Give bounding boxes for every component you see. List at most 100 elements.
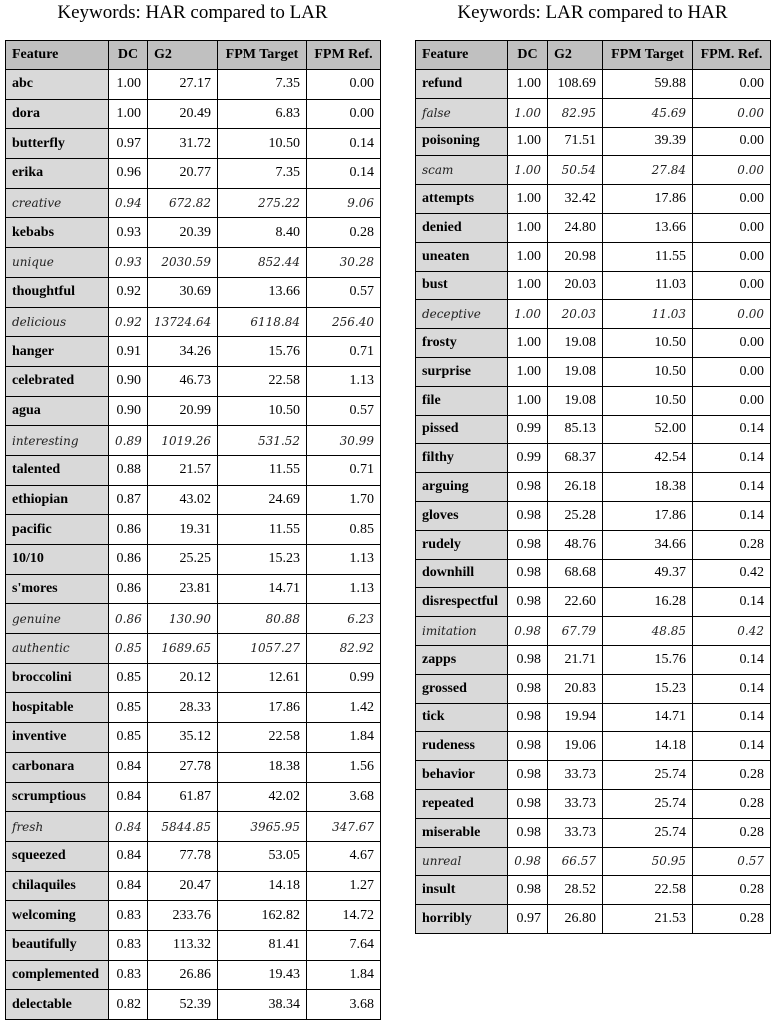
table-row: refund 1.00 108.69 59.88 0.00 (415, 69, 771, 99)
cell-feature: creative (5, 187, 109, 219)
table-row: rudeness 0.98 19.06 14.18 0.14 (415, 731, 771, 762)
table-row: gloves 0.98 25.28 17.86 0.14 (415, 500, 771, 531)
cell-feature: denied (415, 212, 508, 243)
cell-dc: 0.98 (507, 788, 548, 819)
column-header-dc: DC (108, 40, 148, 70)
cell-dc: 0.98 (507, 529, 548, 560)
cell-fpm-ref: 0.00 (692, 155, 771, 186)
cell-fpm-target: 10.50 (602, 385, 693, 416)
cell-g2: 28.52 (547, 875, 603, 906)
cell-dc: 1.00 (507, 212, 548, 243)
cell-g2: 67.79 (547, 616, 603, 646)
cell-g2: 66.57 (547, 846, 603, 877)
cell-dc: 0.93 (108, 217, 148, 249)
cell-fpm-target: 11.55 (217, 514, 307, 545)
cell-g2: 50.54 (547, 155, 603, 186)
cell-fpm-ref: 0.42 (692, 616, 771, 646)
cell-feature: fresh (5, 811, 109, 842)
cell-g2: 20.03 (547, 270, 603, 301)
cell-fpm-target: 21.53 (602, 904, 693, 934)
cell-g2: 20.77 (147, 158, 218, 189)
cell-g2: 30.69 (147, 276, 218, 308)
table-row: dora 1.00 20.49 6.83 0.00 (5, 98, 381, 130)
cell-feature: delectable (5, 989, 109, 1020)
cell-feature: false (415, 97, 508, 128)
table-row: imitation 0.98 67.79 48.85 0.42 (415, 616, 771, 646)
cell-dc: 1.00 (507, 69, 548, 99)
cell-fpm-target: 10.50 (217, 128, 307, 160)
cell-g2: 68.37 (547, 443, 603, 474)
cell-fpm-ref: 0.00 (692, 385, 771, 416)
cell-dc: 0.98 (507, 472, 548, 502)
cell-g2: 32.42 (547, 184, 603, 214)
cell-fpm-target: 22.58 (602, 875, 693, 906)
cell-fpm-ref: 0.14 (306, 158, 381, 189)
cell-feature: frosty (415, 328, 508, 358)
cell-fpm-ref: 0.14 (692, 472, 771, 502)
cell-dc: 0.98 (507, 673, 548, 704)
header-row: Feature DC G2 FPM Target FPM. Ref. (415, 40, 771, 70)
cell-fpm-target: 15.76 (217, 336, 307, 367)
cell-g2: 130.90 (147, 603, 218, 635)
cell-fpm-ref: 1.13 (306, 365, 381, 397)
cell-dc: 0.83 (108, 900, 148, 931)
cell-fpm-target: 15.23 (217, 544, 307, 575)
cell-fpm-target: 18.38 (602, 472, 693, 502)
cell-dc: 0.86 (108, 603, 148, 635)
cell-dc: 0.98 (507, 731, 548, 762)
cell-dc: 1.00 (507, 184, 548, 214)
table-row: celebrated 0.90 46.73 22.58 1.13 (5, 365, 381, 397)
cell-g2: 85.13 (547, 414, 603, 445)
cell-fpm-target: 19.43 (217, 959, 307, 991)
cell-feature: arguing (415, 472, 508, 502)
cell-fpm-ref: 1.27 (306, 870, 381, 902)
cell-fpm-ref: 0.00 (692, 69, 771, 99)
cell-dc: 0.91 (108, 336, 148, 367)
cell-dc: 0.86 (108, 573, 148, 605)
cell-fpm-target: 42.54 (602, 443, 693, 474)
table-row: kebabs 0.93 20.39 8.40 0.28 (5, 217, 381, 249)
table-row: pissed 0.99 85.13 52.00 0.14 (415, 414, 771, 445)
table-row: grossed 0.98 20.83 15.23 0.14 (415, 673, 771, 704)
cell-fpm-target: 53.05 (217, 840, 307, 872)
cell-dc: 0.90 (108, 395, 148, 427)
cell-g2: 77.78 (147, 840, 218, 872)
table-row: attempts 1.00 32.42 17.86 0.00 (415, 184, 771, 214)
cell-dc: 0.90 (108, 365, 148, 397)
cell-dc: 0.87 (108, 484, 148, 516)
cell-fpm-target: 16.28 (602, 587, 693, 618)
cell-dc: 0.98 (507, 817, 548, 848)
cell-fpm-ref: 1.42 (306, 692, 381, 724)
cell-dc: 0.98 (507, 760, 548, 790)
cell-feature: file (415, 385, 508, 416)
cell-fpm-ref: 1.84 (306, 959, 381, 991)
cell-dc: 1.00 (507, 97, 548, 128)
table-row: behavior 0.98 33.73 25.74 0.28 (415, 760, 771, 790)
cell-fpm-ref: 0.14 (692, 443, 771, 474)
cell-dc: 0.98 (507, 875, 548, 906)
cell-dc: 0.96 (108, 158, 148, 189)
table-row: broccolini 0.85 20.12 12.61 0.99 (5, 662, 381, 694)
table-row: genuine 0.86 130.90 80.88 6.23 (5, 603, 381, 635)
cell-feature: dora (5, 98, 109, 130)
cell-feature: thoughtful (5, 276, 109, 308)
cell-g2: 31.72 (147, 128, 218, 160)
cell-fpm-ref: 1.56 (306, 751, 381, 783)
cell-fpm-target: 25.74 (602, 760, 693, 790)
cell-fpm-ref: 1.70 (306, 484, 381, 516)
cell-fpm-ref: 0.14 (692, 587, 771, 618)
cell-dc: 1.00 (507, 270, 548, 301)
cell-fpm-ref: 0.57 (306, 395, 381, 427)
cell-fpm-ref: 1.13 (306, 573, 381, 605)
cell-fpm-ref: 4.67 (306, 840, 381, 872)
cell-fpm-target: 7.35 (217, 158, 307, 189)
cell-fpm-target: 275.22 (217, 187, 307, 219)
cell-dc: 0.83 (108, 959, 148, 991)
table-row: talented 0.88 21.57 11.55 0.71 (5, 454, 381, 486)
cell-g2: 25.25 (147, 544, 218, 575)
cell-g2: 68.68 (547, 558, 603, 589)
cell-feature: refund (415, 69, 508, 99)
cell-feature: erika (5, 158, 109, 189)
cell-feature: s'mores (5, 573, 109, 605)
cell-dc: 0.85 (108, 692, 148, 724)
